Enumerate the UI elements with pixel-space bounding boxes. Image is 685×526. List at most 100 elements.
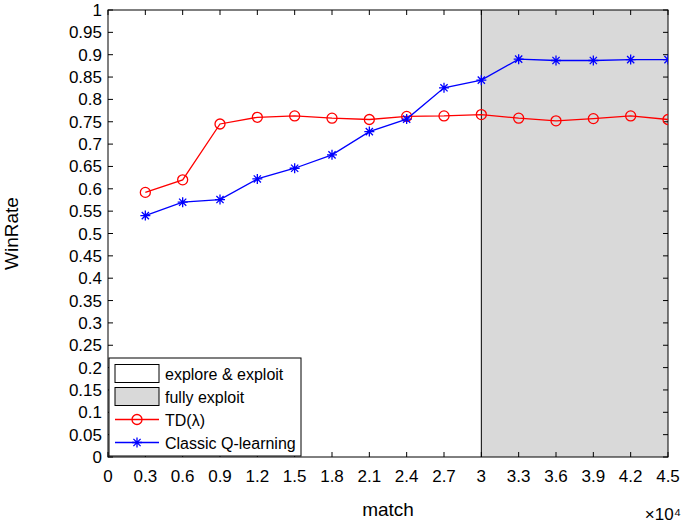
x-tick-label: 0 — [103, 467, 112, 486]
x-tick — [294, 10, 295, 15]
y-tick — [663, 166, 668, 167]
series-marker — [626, 55, 636, 65]
x-tick — [481, 452, 482, 457]
y-tick-label: 0.5 — [78, 225, 102, 244]
x-tick-label: 3.3 — [507, 467, 531, 486]
y-tick — [663, 322, 668, 323]
y-tick — [663, 300, 668, 301]
legend: explore & exploitfully exploitTD(λ)Class… — [109, 358, 301, 456]
x-tick — [668, 10, 669, 15]
x-tick-label: 0.6 — [171, 467, 195, 486]
y-tick — [663, 54, 668, 55]
regions — [108, 10, 668, 457]
x-tick — [369, 10, 370, 15]
y-tick — [108, 54, 113, 55]
x-tick-label: 4.2 — [619, 467, 643, 486]
y-tick-label: 0.1 — [78, 403, 102, 422]
x-tick-label: 1.2 — [246, 467, 270, 486]
x-axis-label: match — [362, 499, 414, 520]
y-tick — [108, 166, 113, 167]
x-tick-label: 3 — [477, 467, 486, 486]
series-marker — [439, 83, 449, 93]
x-tick — [556, 10, 557, 15]
x-tick-label: 2.1 — [358, 467, 382, 486]
y-tick-label: 0.4 — [78, 269, 102, 288]
x-tick — [481, 10, 482, 15]
series-marker — [551, 116, 561, 126]
legend-label: Classic Q-learning — [165, 435, 296, 452]
y-tick — [108, 255, 113, 256]
x-tick — [668, 452, 669, 457]
series-marker — [140, 211, 150, 221]
y-tick — [663, 10, 668, 11]
y-tick-label: 0.3 — [78, 314, 102, 333]
x-tick — [220, 10, 221, 15]
x-tick — [369, 452, 370, 457]
x-tick-label: 0.9 — [208, 467, 232, 486]
series-marker — [252, 112, 262, 122]
series-marker — [476, 75, 486, 85]
x-tick — [257, 10, 258, 15]
series-marker — [364, 127, 374, 137]
series-marker — [178, 197, 188, 207]
y-tick — [663, 255, 668, 256]
series-marker — [551, 56, 561, 66]
series-marker — [178, 175, 188, 185]
x-tick — [593, 10, 594, 15]
y-axis-label: WinRate — [1, 197, 22, 270]
series-marker — [140, 187, 150, 197]
x-tick — [332, 452, 333, 457]
data — [140, 54, 668, 220]
series-marker — [588, 114, 598, 124]
x-tick — [444, 10, 445, 15]
legend-swatch — [115, 365, 159, 383]
legend-marker — [132, 438, 142, 448]
series-marker — [327, 113, 337, 123]
series-marker — [514, 113, 524, 123]
series-marker — [290, 163, 300, 173]
plot-frame — [108, 10, 668, 457]
series-marker — [402, 114, 412, 124]
y-tick — [663, 233, 668, 234]
y-tick-label: 0.15 — [69, 381, 102, 400]
y-tick-label: 0.05 — [69, 426, 102, 445]
y-tick — [663, 345, 668, 346]
y-tick — [108, 278, 113, 279]
y-tick — [108, 10, 113, 11]
x-tick-label: 0.3 — [134, 467, 158, 486]
y-tick — [108, 345, 113, 346]
y-tick — [108, 233, 113, 234]
x-tick — [406, 452, 407, 457]
chart: 00.050.10.150.20.250.30.350.40.450.50.55… — [0, 0, 685, 526]
x-tick-label: 1.5 — [283, 467, 307, 486]
y-tick-label: 0.25 — [69, 336, 102, 355]
legend-line — [115, 419, 159, 420]
y-tick — [663, 457, 668, 458]
x-multiplier: ×10⁴ — [645, 505, 681, 524]
y-tick — [663, 389, 668, 390]
y-tick — [108, 457, 113, 458]
x-tick — [145, 10, 146, 15]
series-marker — [364, 115, 374, 125]
x-tick-label: 2.7 — [432, 467, 456, 486]
y-tick-label: 0.7 — [78, 135, 102, 154]
series-marker — [290, 111, 300, 121]
y-tick — [108, 300, 113, 301]
y-tick-label: 0.95 — [69, 23, 102, 42]
series-marker — [663, 115, 668, 125]
y-tick — [108, 32, 113, 33]
y-tick — [663, 32, 668, 33]
series-marker — [626, 111, 636, 121]
series-line — [145, 59, 668, 215]
y-tick — [663, 188, 668, 189]
x-tick — [406, 10, 407, 15]
x-tick-label: 1.8 — [320, 467, 344, 486]
x-tick — [630, 10, 631, 15]
y-tick — [108, 99, 113, 100]
x-tick — [518, 452, 519, 457]
y-tick — [663, 434, 668, 435]
y-tick — [108, 211, 113, 212]
y-tick-label: 0.65 — [69, 157, 102, 176]
y-tick-label: 0.75 — [69, 113, 102, 132]
legend-swatch — [115, 388, 159, 406]
